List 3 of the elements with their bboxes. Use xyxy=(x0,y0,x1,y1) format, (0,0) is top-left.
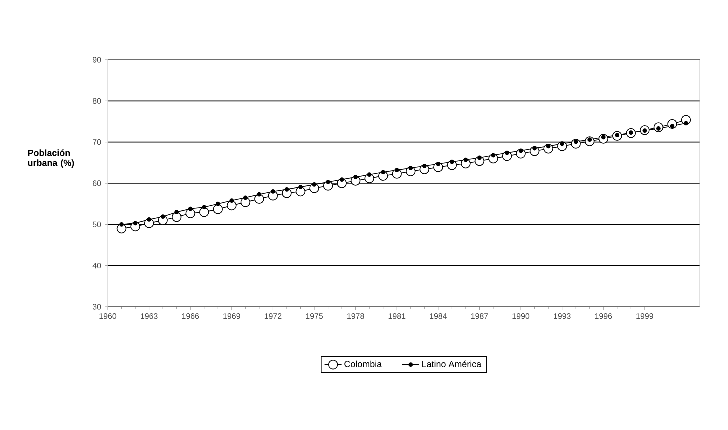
legend-label: Latino América xyxy=(422,360,482,368)
y-axis-title: Población urbana (%) xyxy=(28,150,74,168)
legend-label: Colombia xyxy=(344,360,382,368)
